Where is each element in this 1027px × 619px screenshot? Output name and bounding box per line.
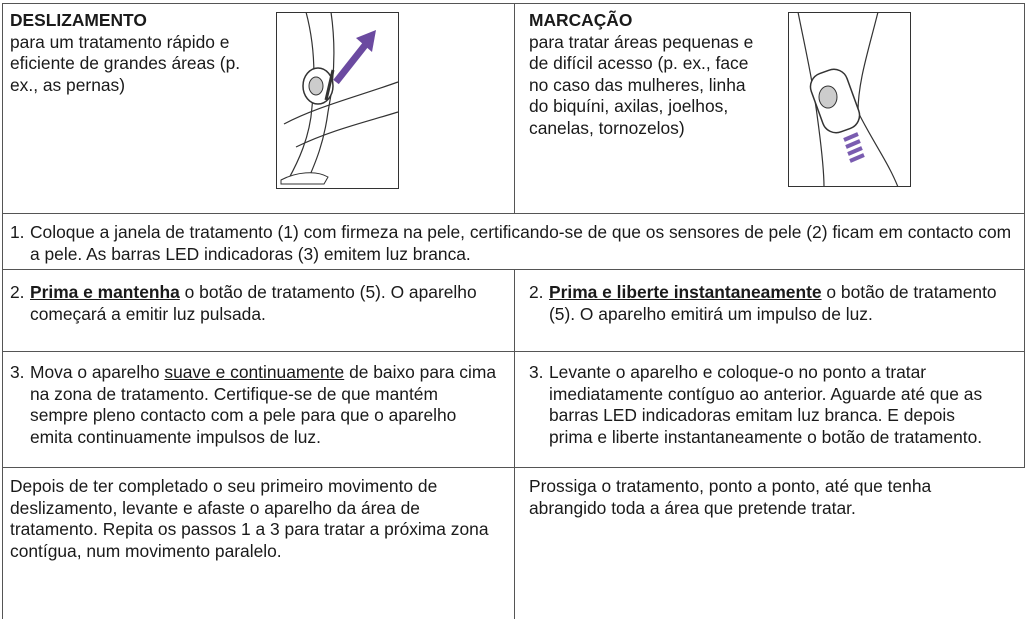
step-text: Coloque a janela de tratamento (1) com f… (30, 222, 1012, 264)
step-text: o botão de tratamento (5). O aparelho co… (30, 282, 477, 324)
illustration-stamp (788, 12, 911, 187)
step-number: 2. (529, 282, 544, 302)
step-text: o botão de tratamento (5). O aparelho em… (549, 282, 997, 324)
mode-cell: MARCAÇÃO para tratar áreas pequenas e de… (529, 10, 761, 140)
mode-cell: DESLIZAMENTO para um tratamento rápido e… (10, 10, 250, 96)
mode-title: MARCAÇÃO (529, 10, 633, 30)
closing-text: Depois de ter completado o seu primeiro … (10, 476, 489, 561)
border (514, 269, 515, 619)
border (2, 3, 1025, 4)
step: 1. Coloque a janela de tratamento (1) co… (10, 222, 1018, 265)
step-emphasis: Prima e mantenha (30, 282, 180, 302)
step-body: Prima e mantenha o botão de tratamento (… (30, 282, 500, 325)
border (2, 3, 3, 619)
border (1024, 3, 1025, 467)
step-number: 1. (10, 222, 25, 242)
mode-description: para um tratamento rápido e eficiente de… (10, 31, 241, 95)
step-number: 2. (10, 282, 25, 302)
closing-text: Prossiga o tratamento, ponto a ponto, at… (529, 476, 932, 518)
step: 2. Prima e liberte instantaneamente o bo… (529, 282, 999, 325)
border (2, 351, 1025, 352)
step-emphasis: suave e continuamente (164, 362, 345, 382)
border (2, 269, 1025, 270)
mode-title: DESLIZAMENTO (10, 10, 147, 30)
step-number: 3. (529, 362, 544, 382)
step: 2. Prima e mantenha o botão de tratament… (10, 282, 500, 325)
step-text: Levante o aparelho e coloque-o no ponto … (549, 362, 983, 447)
step: 3. Levante o aparelho e coloque-o no pon… (529, 362, 999, 448)
border (2, 213, 1025, 214)
border (2, 467, 1025, 468)
border (514, 3, 515, 213)
mode-description: para tratar áreas pequenas e de difícil … (529, 31, 754, 138)
step: 3. Mova o aparelho suave e continuamente… (10, 362, 500, 448)
illustration-glide (276, 12, 399, 189)
step-body: Prima e liberte instantaneamente o botão… (549, 282, 999, 325)
step-text: Mova o aparelho (30, 362, 160, 382)
step-body: Mova o aparelho suave e continuamente de… (30, 362, 500, 448)
step-emphasis: Prima e liberte instantaneamente (549, 282, 822, 302)
step-text: de baixo para cima na zona de tratamento… (30, 362, 496, 447)
step-number: 3. (10, 362, 25, 382)
